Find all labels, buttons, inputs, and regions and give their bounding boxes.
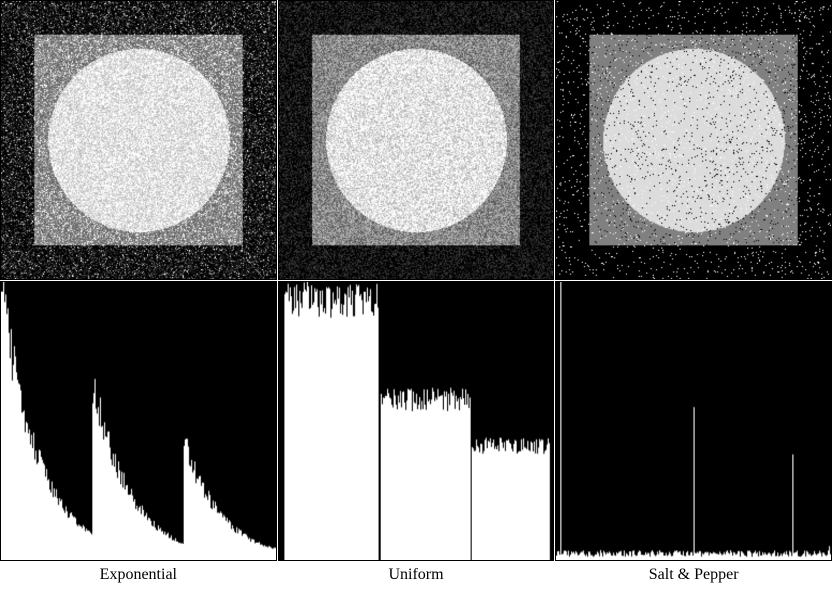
panel-image-exponential [0, 0, 277, 280]
histogram-uniform [279, 282, 554, 560]
panel-image-saltpepper [555, 0, 832, 280]
label-uniform: Uniform [278, 562, 555, 592]
figure-grid: Exponential Uniform Salt & Pepper [0, 0, 832, 591]
panel-histogram-uniform [278, 281, 555, 561]
label-saltpepper: Salt & Pepper [555, 562, 832, 592]
panel-image-uniform [278, 0, 555, 280]
histogram-exponential [1, 282, 276, 560]
panel-histogram-exponential [0, 281, 277, 561]
histogram-saltpepper [556, 282, 831, 560]
noisy-image-exponential [1, 1, 276, 279]
noisy-image-saltpepper [556, 1, 831, 279]
label-exponential: Exponential [0, 562, 277, 592]
figure-page: Exponential Uniform Salt & Pepper [0, 0, 832, 592]
noisy-image-uniform [279, 1, 554, 279]
panel-histogram-saltpepper [555, 281, 832, 561]
